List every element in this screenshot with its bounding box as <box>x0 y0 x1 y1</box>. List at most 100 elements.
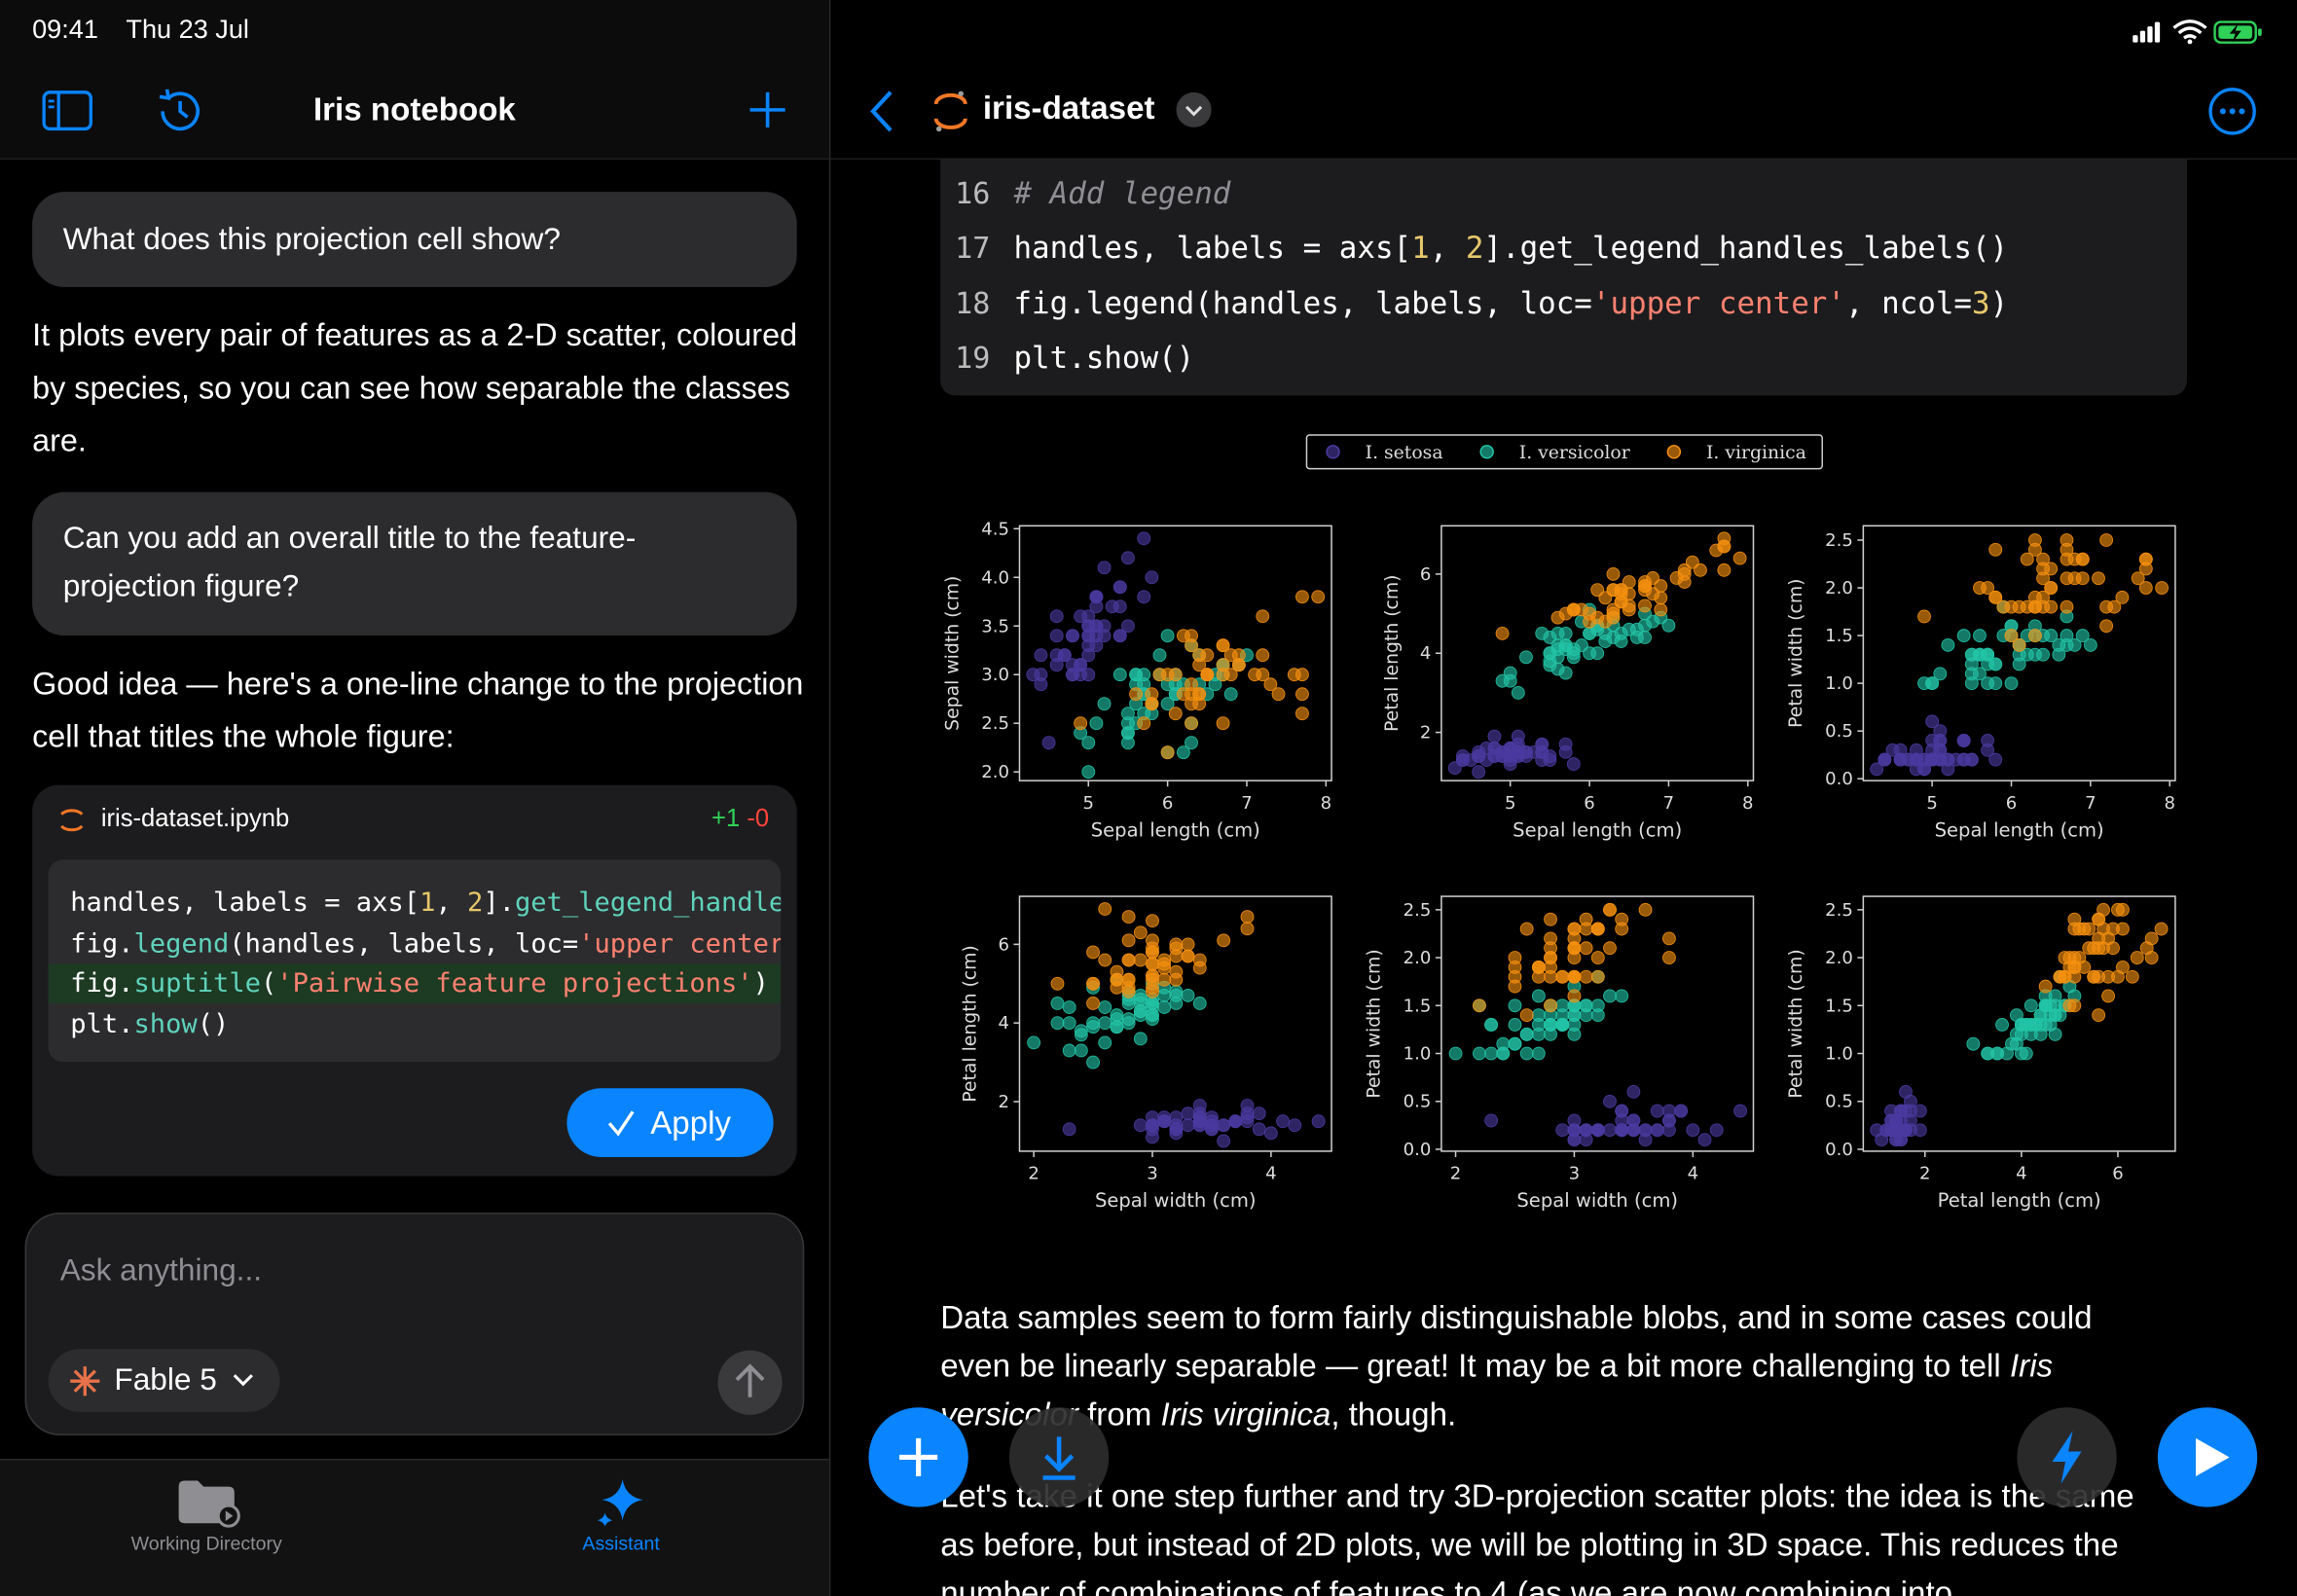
point <box>2099 599 2114 614</box>
point <box>1973 629 1987 643</box>
point <box>1074 1043 1088 1058</box>
point <box>1066 629 1079 643</box>
y-tick-label: 1.0 <box>1825 1044 1853 1065</box>
back-button[interactable] <box>864 88 899 134</box>
model-picker[interactable]: Fable 5 <box>48 1349 280 1412</box>
point <box>1097 561 1112 575</box>
point <box>1555 998 1570 1013</box>
point <box>1074 716 1088 731</box>
point <box>1544 1018 1557 1032</box>
point <box>2027 542 2042 557</box>
tab-icon[interactable] <box>176 1478 243 1528</box>
code-token: get_legend_handles_labels <box>514 888 781 919</box>
point <box>1519 922 1534 936</box>
more-button[interactable] <box>2207 87 2257 136</box>
point <box>1913 1123 1927 1138</box>
point <box>1185 716 1198 731</box>
notebook-title[interactable]: iris-dataset <box>982 89 1155 127</box>
x-tick-label: 8 <box>1742 793 1753 814</box>
add-cell-button[interactable] <box>867 1406 969 1508</box>
title-menu[interactable] <box>1176 91 1212 127</box>
point <box>1885 743 1900 757</box>
point <box>1098 902 1112 916</box>
y-tick-label: 1.5 <box>1825 626 1853 646</box>
x-tick-label: 5 <box>1505 793 1515 814</box>
point <box>1973 581 1987 595</box>
point <box>1555 1123 1570 1138</box>
point <box>1205 1122 1219 1137</box>
point <box>1288 1118 1302 1133</box>
point <box>1567 969 1582 984</box>
point <box>1913 1104 1927 1118</box>
point <box>1098 1000 1112 1014</box>
axes-frame <box>1862 525 2176 781</box>
axes-frame <box>1440 525 1755 781</box>
point <box>1216 638 1230 653</box>
additions: +1 <box>711 804 741 832</box>
composer[interactable]: Ask anything... Fable 5 <box>24 1213 805 1435</box>
y-tick-label: 0.0 <box>1825 1140 1853 1160</box>
y-tick-label: 0.0 <box>1404 1140 1432 1160</box>
point <box>1650 1123 1664 1138</box>
point <box>1527 744 1542 759</box>
point <box>1981 743 1995 757</box>
point <box>1717 562 1732 577</box>
point <box>1110 972 1124 987</box>
code-token: 'upper center' <box>578 927 782 960</box>
run-options-button[interactable] <box>2016 1406 2118 1508</box>
y-axis-label: Petal width (cm) <box>1786 949 1806 1098</box>
download-button[interactable] <box>1007 1406 1110 1508</box>
point <box>1256 648 1270 663</box>
y-tick-label: 3.0 <box>981 665 1009 685</box>
point <box>1484 1018 1499 1032</box>
x-tick-label: 6 <box>2006 793 2017 814</box>
point <box>1566 757 1581 772</box>
point <box>1105 599 1119 614</box>
x-tick-label: 4 <box>2016 1164 2026 1184</box>
legend-marker <box>1326 445 1340 459</box>
point <box>1217 1118 1231 1133</box>
assistant-message: Good idea — here's a one-line change to … <box>32 666 804 755</box>
point <box>1579 998 1593 1013</box>
point <box>1276 1114 1290 1129</box>
point <box>1098 1016 1112 1031</box>
point <box>2044 581 2059 595</box>
sidebar-toggle-icon[interactable] <box>41 88 96 134</box>
code-token: 1 <box>1411 230 1430 266</box>
point <box>1889 1123 1903 1138</box>
y-tick-label: 4.5 <box>981 519 1009 539</box>
code-token: . <box>1068 284 1086 320</box>
new-chat-icon[interactable] <box>747 90 788 130</box>
code-token: handles, labels = axs[ <box>70 888 420 919</box>
point <box>2125 969 2139 984</box>
point <box>2036 562 2050 576</box>
code-token: () <box>1158 339 1195 376</box>
point <box>1555 969 1570 984</box>
point <box>1709 1123 1724 1138</box>
tab-label[interactable]: Working Directory <box>130 1532 282 1554</box>
point <box>1157 972 1172 987</box>
code-token: . <box>118 927 134 960</box>
code-cell[interactable]: 16 # Add legend 17 handles, labels = axs[1,… <box>940 160 2187 396</box>
apply-button[interactable]: Apply <box>566 1088 774 1157</box>
point <box>1503 749 1517 763</box>
x-tick-label: 6 <box>1162 793 1173 814</box>
point <box>2144 931 2159 946</box>
y-tick-label: 4 <box>998 1013 1008 1034</box>
point <box>1098 1035 1112 1050</box>
point <box>1606 606 1621 621</box>
send-button[interactable] <box>716 1349 784 1416</box>
model-name: Fable 5 <box>114 1363 217 1397</box>
run-button[interactable] <box>2156 1406 2258 1508</box>
tab-label[interactable]: Assistant <box>582 1532 660 1554</box>
chevron-down <box>233 1374 253 1387</box>
tab-icon[interactable] <box>594 1475 652 1528</box>
point <box>1598 635 1613 648</box>
point <box>1941 637 1955 652</box>
y-tick-label: 1.0 <box>1404 1044 1432 1065</box>
point <box>1295 707 1309 721</box>
point <box>2072 951 2087 964</box>
history-icon[interactable] <box>154 87 206 136</box>
point <box>1487 749 1502 763</box>
point <box>1638 902 1653 917</box>
